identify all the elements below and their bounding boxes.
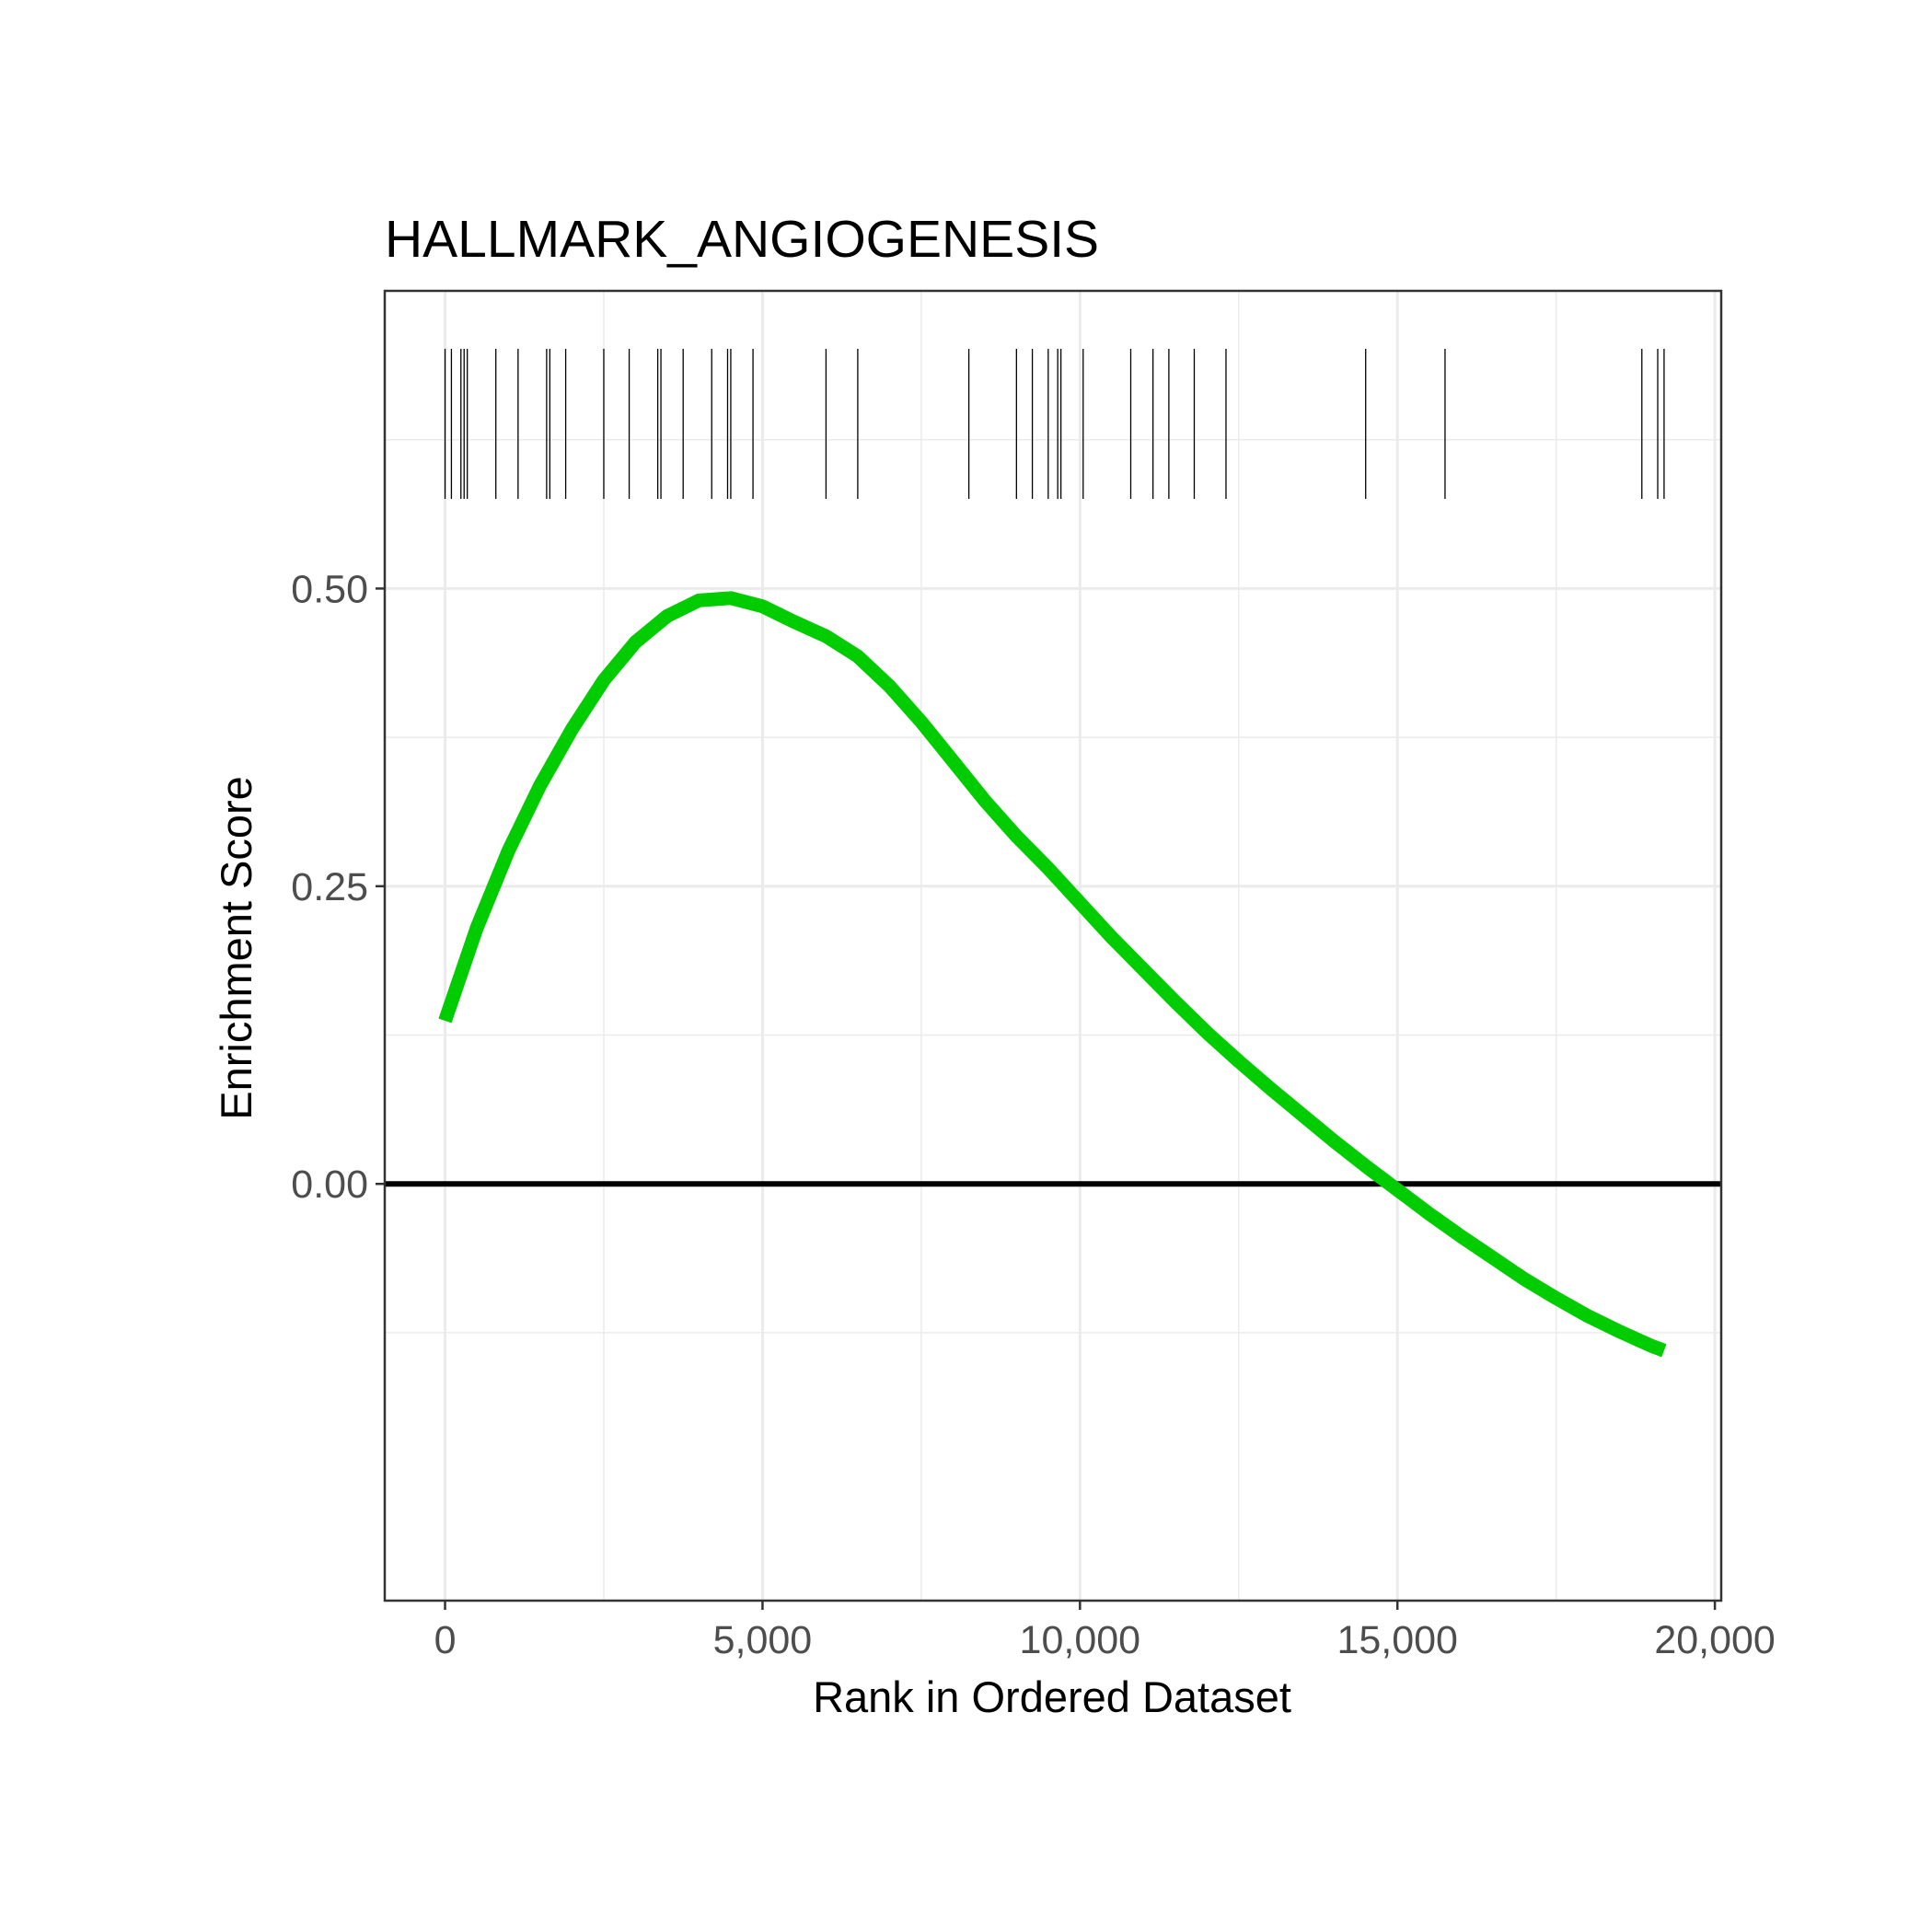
y-axis-title: Enrichment Score (212, 776, 260, 1120)
panel-border (383, 289, 1723, 1602)
x-axis: 0 5,000 10,000 15,000 20,000 (434, 1601, 1776, 1662)
enrichment-score-curve (438, 591, 1667, 1358)
gene-hit-marks (444, 349, 1665, 499)
chart-title: HALLMARK_ANGIOGENESIS (385, 210, 1099, 269)
x-tick-label-1: 5,000 (713, 1618, 813, 1662)
y-axis: 0.00 0.25 0.50 (291, 567, 385, 1207)
y-tick-label-0: 0.00 (291, 1163, 368, 1207)
major-gridlines (385, 291, 1721, 1601)
y-tick-label-2: 0.50 (291, 567, 368, 611)
x-tick-label-3: 15,000 (1336, 1618, 1458, 1662)
x-tick-label-0: 0 (434, 1618, 457, 1662)
minor-gridlines (385, 291, 1721, 1601)
y-tick-label-1: 0.25 (291, 865, 368, 909)
x-axis-title: Rank in Ordered Dataset (813, 1672, 1291, 1721)
x-tick-label-4: 20,000 (1654, 1618, 1776, 1662)
x-tick-label-2: 10,000 (1020, 1618, 1141, 1662)
